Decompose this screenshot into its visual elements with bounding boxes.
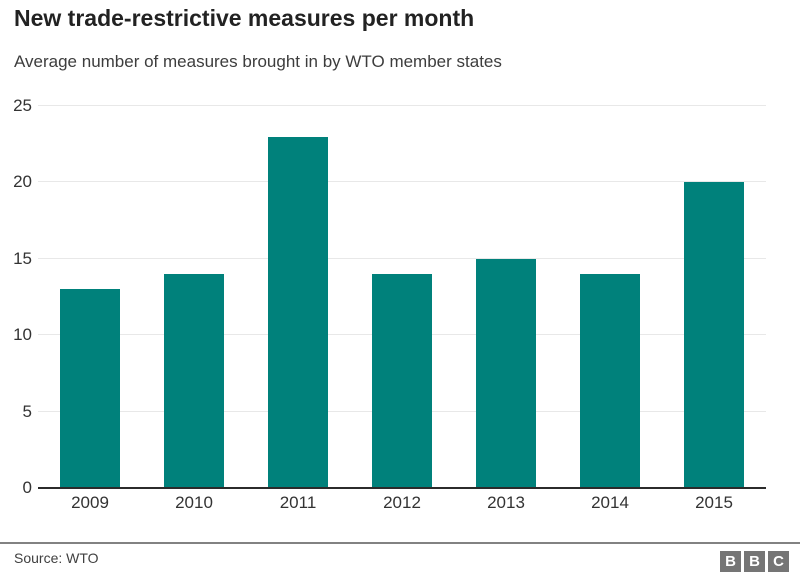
x-tick-label-2013: 2013 [487, 493, 525, 512]
bar-2010 [164, 274, 224, 488]
bbc-logo-block-3: C [768, 551, 789, 572]
x-tick-label-2012: 2012 [383, 493, 421, 512]
x-tick-label-2009: 2009 [71, 493, 109, 512]
y-axis-labels: 0 5 10 15 20 25 [0, 96, 32, 497]
bar-2011 [268, 136, 328, 488]
y-tick-label-15: 15 [13, 248, 32, 268]
chart-subtitle: Average number of measures brought in by… [14, 52, 502, 71]
bar-slot-2015 [662, 106, 766, 488]
y-tick-label-0: 0 [22, 478, 32, 497]
x-tick-label-2011: 2011 [279, 493, 317, 512]
bar-slot-2013 [454, 106, 558, 488]
bar-slot-2011 [246, 106, 350, 488]
y-tick-label-25: 25 [13, 96, 32, 115]
bbc-logo-block-2: B [744, 551, 765, 572]
bar-series [38, 106, 766, 488]
x-tick-label-2010: 2010 [175, 493, 213, 512]
source-label: Source: WTO [14, 550, 99, 566]
x-tick-label-2014: 2014 [591, 493, 629, 512]
chart-title: New trade-restrictive measures per month [14, 5, 475, 31]
bar-slot-2009 [38, 106, 142, 488]
x-axis-labels: 2009 2010 2011 2012 2013 2014 2015 [38, 493, 766, 513]
bar-2009 [60, 289, 120, 488]
bar-slot-2010 [142, 106, 246, 488]
bar-2013 [476, 258, 536, 488]
y-tick-label-20: 20 [13, 172, 32, 192]
bar-2015 [684, 182, 744, 488]
bar-2014 [580, 274, 640, 488]
gridline-20 [38, 181, 766, 183]
footer-divider [0, 542, 800, 544]
bbc-logo-block-1: B [720, 551, 741, 572]
bar-2012 [372, 274, 432, 488]
y-tick-label-5: 5 [22, 401, 32, 421]
y-tick-label-10: 10 [13, 325, 32, 345]
bar-slot-2014 [558, 106, 662, 488]
gridline-15 [38, 257, 766, 259]
gridline-25 [38, 105, 766, 106]
x-tick-label-2015: 2015 [695, 493, 733, 512]
x-axis-baseline [38, 487, 766, 489]
bar-slot-2012 [350, 106, 454, 488]
